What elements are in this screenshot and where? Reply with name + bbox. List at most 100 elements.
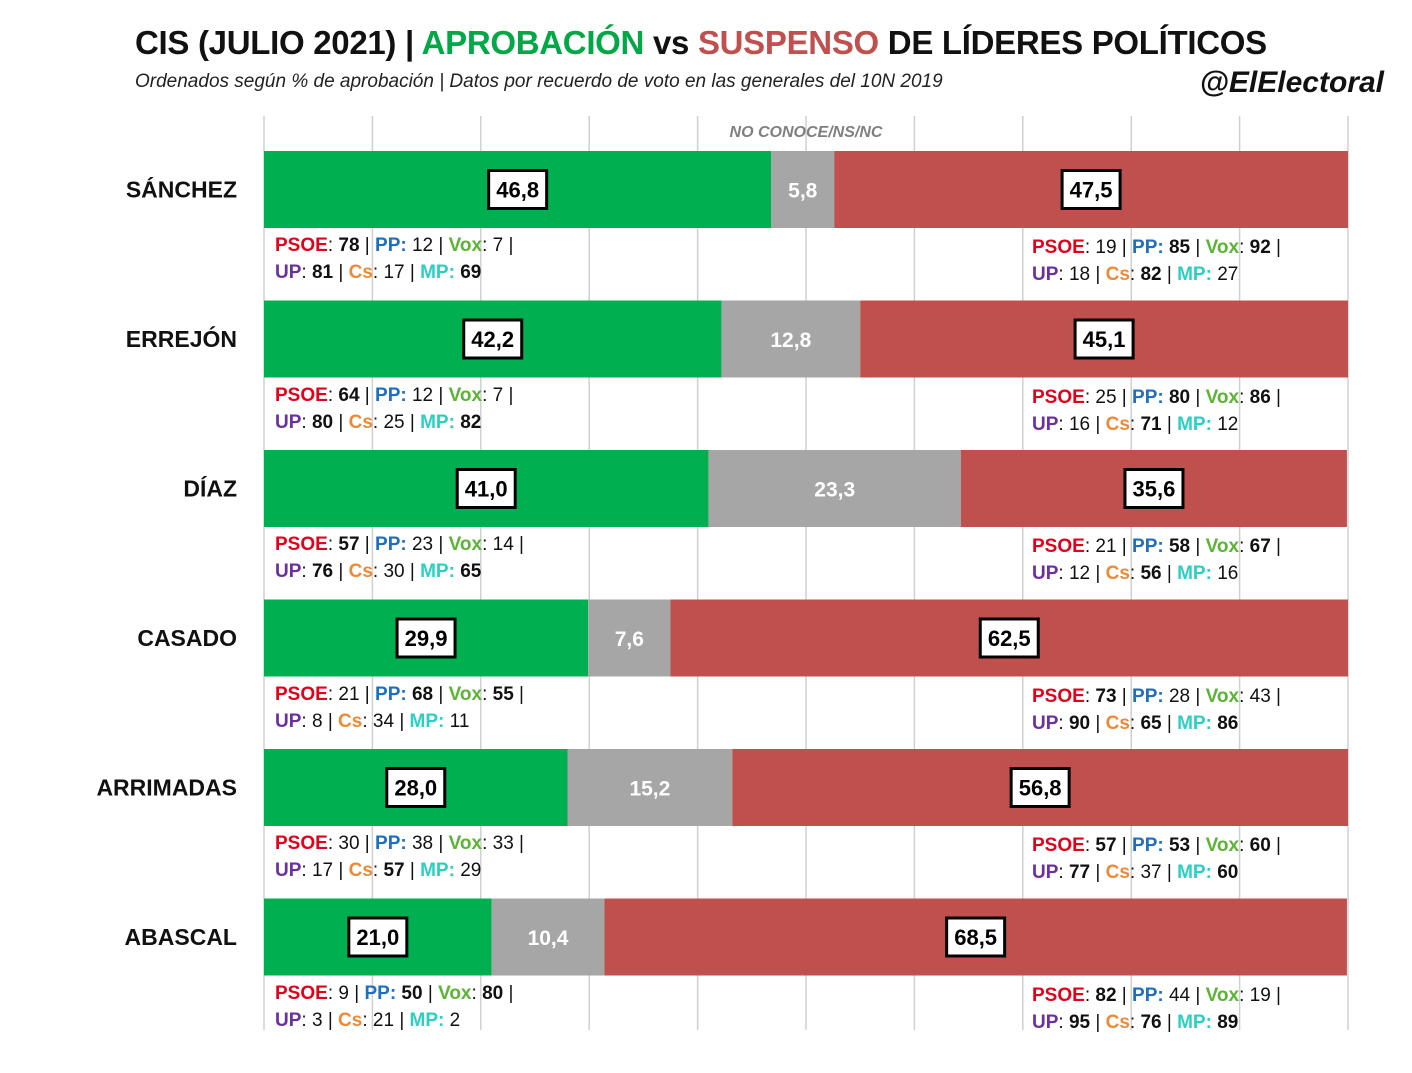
party-value: 19 bbox=[1249, 984, 1271, 1006]
annotation-approve: PSOE: 30 | PP: 38 | Vox: 33 | UP: 17 | Cs… bbox=[275, 833, 524, 881]
party-vox: Vox bbox=[448, 534, 483, 555]
annotation-fail: PSOE: 25 | PP: 80 | Vox: 86 | UP: 16 | Cs… bbox=[1032, 386, 1281, 435]
party-pp: PP bbox=[364, 982, 390, 1004]
party-cs: Cs bbox=[348, 411, 373, 433]
party-mp: MP bbox=[420, 860, 449, 881]
party-mp: MP bbox=[409, 1009, 439, 1031]
party-psoe: PSOE bbox=[275, 534, 328, 555]
party-vox: Vox bbox=[1205, 835, 1240, 856]
party-vox: Vox bbox=[1205, 237, 1240, 258]
annotation-approve: PSOE: 9 | PP: 50 | Vox: 80 | UP: 3 | Cs: … bbox=[275, 982, 514, 1031]
data-label-fail: 47,5 bbox=[1070, 178, 1113, 203]
party-up: UP bbox=[1032, 862, 1059, 883]
party-value: 85 bbox=[1168, 237, 1191, 258]
data-label-approve: 46,8 bbox=[496, 178, 539, 203]
party-value: 57 bbox=[383, 860, 405, 881]
party-value: 57 bbox=[1095, 835, 1117, 856]
data-label-fail: 68,5 bbox=[954, 925, 997, 950]
party-value: 56 bbox=[1140, 563, 1162, 584]
party-cs: Cs bbox=[1105, 712, 1130, 734]
party-cs: Cs bbox=[348, 262, 373, 283]
title-fail: SUSPENSO bbox=[697, 24, 879, 61]
party-pp: PP bbox=[375, 683, 401, 705]
data-label-approve: 29,9 bbox=[405, 626, 448, 651]
annotation-fail: PSOE: 73 | PP: 28 | Vox: 43 | UP: 90 | Cs… bbox=[1032, 685, 1281, 734]
party-value: 53 bbox=[1168, 835, 1191, 856]
party-value: 81 bbox=[311, 262, 334, 283]
bar-unknown bbox=[567, 749, 733, 826]
party-value: 12 bbox=[411, 384, 434, 406]
middle-segment-label: NO CONOCE/NS/NC bbox=[730, 124, 883, 141]
party-up: UP bbox=[275, 262, 302, 283]
title-approve: APROBACIÓN bbox=[421, 24, 645, 61]
party-vox: Vox bbox=[448, 384, 483, 406]
party-value: 82 bbox=[1140, 264, 1162, 285]
annotation-fail: PSOE: 19 | PP: 85 | Vox: 92 | UP: 18 | Cs… bbox=[1032, 237, 1281, 285]
party-value: 89 bbox=[1217, 1011, 1239, 1033]
party-cs: Cs bbox=[338, 710, 363, 732]
party-mp: MP bbox=[1177, 413, 1206, 435]
party-up: UP bbox=[275, 710, 302, 732]
bar-unknown bbox=[771, 151, 835, 228]
annotation-approve: PSOE: 21 | PP: 68 | Vox: 55 | UP: 8 | Cs:… bbox=[275, 683, 524, 732]
data-label-unknown: 10,4 bbox=[528, 927, 569, 950]
party-value: 8 bbox=[311, 710, 323, 732]
party-value: 12 bbox=[411, 235, 434, 256]
party-psoe: PSOE bbox=[275, 982, 328, 1004]
party-value: 82 bbox=[1095, 984, 1117, 1006]
category-label: ABASCAL bbox=[125, 924, 237, 950]
party-psoe: PSOE bbox=[1032, 685, 1085, 707]
data-label-box-approve bbox=[395, 617, 457, 659]
annotation-approve: PSOE: 64 | PP: 12 | Vox: 7 | UP: 80 | Cs:… bbox=[275, 384, 514, 433]
party-value: 16 bbox=[1068, 413, 1091, 435]
data-label-box-fail bbox=[945, 916, 1007, 958]
party-value: 27 bbox=[1217, 264, 1239, 285]
party-cs: Cs bbox=[1105, 862, 1130, 883]
party-cs: Cs bbox=[1105, 1011, 1130, 1033]
data-label-unknown: 7,6 bbox=[615, 628, 644, 651]
data-label-box-fail bbox=[978, 617, 1040, 659]
party-value: 50 bbox=[401, 982, 423, 1004]
party-value: 69 bbox=[460, 262, 482, 283]
party-psoe: PSOE bbox=[1032, 984, 1085, 1006]
bar-unknown bbox=[588, 599, 671, 677]
party-value: 21 bbox=[372, 1009, 395, 1031]
annotation-fail: PSOE: 57 | PP: 53 | Vox: 60 | UP: 77 | Cs… bbox=[1032, 835, 1281, 883]
party-pp: PP bbox=[1132, 386, 1158, 408]
party-up: UP bbox=[1032, 264, 1059, 285]
data-label-approve: 28,0 bbox=[394, 776, 437, 801]
party-cs: Cs bbox=[1105, 563, 1130, 584]
party-psoe: PSOE bbox=[275, 235, 328, 256]
party-pp: PP bbox=[1132, 835, 1158, 856]
party-value: 18 bbox=[1068, 264, 1091, 285]
annotation-fail: PSOE: 82 | PP: 44 | Vox: 19 | UP: 95 | Cs… bbox=[1032, 984, 1281, 1033]
data-label-approve: 42,2 bbox=[471, 327, 514, 352]
party-value: 92 bbox=[1249, 237, 1271, 258]
party-mp: MP bbox=[420, 262, 449, 283]
category-label: CASADO bbox=[137, 625, 237, 651]
chart-subtitle: Ordenados según % de aprobación | Datos … bbox=[135, 71, 943, 92]
author-handle: @ElElectoral bbox=[1199, 66, 1384, 99]
party-value: 55 bbox=[492, 683, 514, 705]
data-label-box-approve bbox=[385, 767, 447, 808]
party-cs: Cs bbox=[338, 1009, 363, 1031]
party-up: UP bbox=[275, 561, 302, 582]
party-value: 38 bbox=[411, 833, 434, 854]
party-mp: MP bbox=[1177, 712, 1206, 734]
party-value: 86 bbox=[1217, 712, 1239, 734]
data-label-box-approve bbox=[462, 318, 524, 360]
party-value: 57 bbox=[338, 534, 360, 555]
party-mp: MP bbox=[409, 710, 439, 732]
party-value: 17 bbox=[383, 262, 405, 283]
party-up: UP bbox=[1032, 1011, 1059, 1033]
party-value: 80 bbox=[311, 411, 334, 433]
party-value: 60 bbox=[1217, 862, 1239, 883]
party-value: 77 bbox=[1068, 862, 1091, 883]
party-mp: MP bbox=[1177, 264, 1206, 285]
party-value: 65 bbox=[460, 561, 482, 582]
party-value: 11 bbox=[449, 710, 470, 732]
annotation-fail: PSOE: 21 | PP: 58 | Vox: 67 | UP: 12 | Cs… bbox=[1032, 536, 1281, 584]
party-pp: PP bbox=[375, 534, 401, 555]
annotation-approve: PSOE: 57 | PP: 23 | Vox: 14 | UP: 76 | Cs… bbox=[275, 534, 524, 582]
data-label-approve: 41,0 bbox=[465, 477, 508, 502]
